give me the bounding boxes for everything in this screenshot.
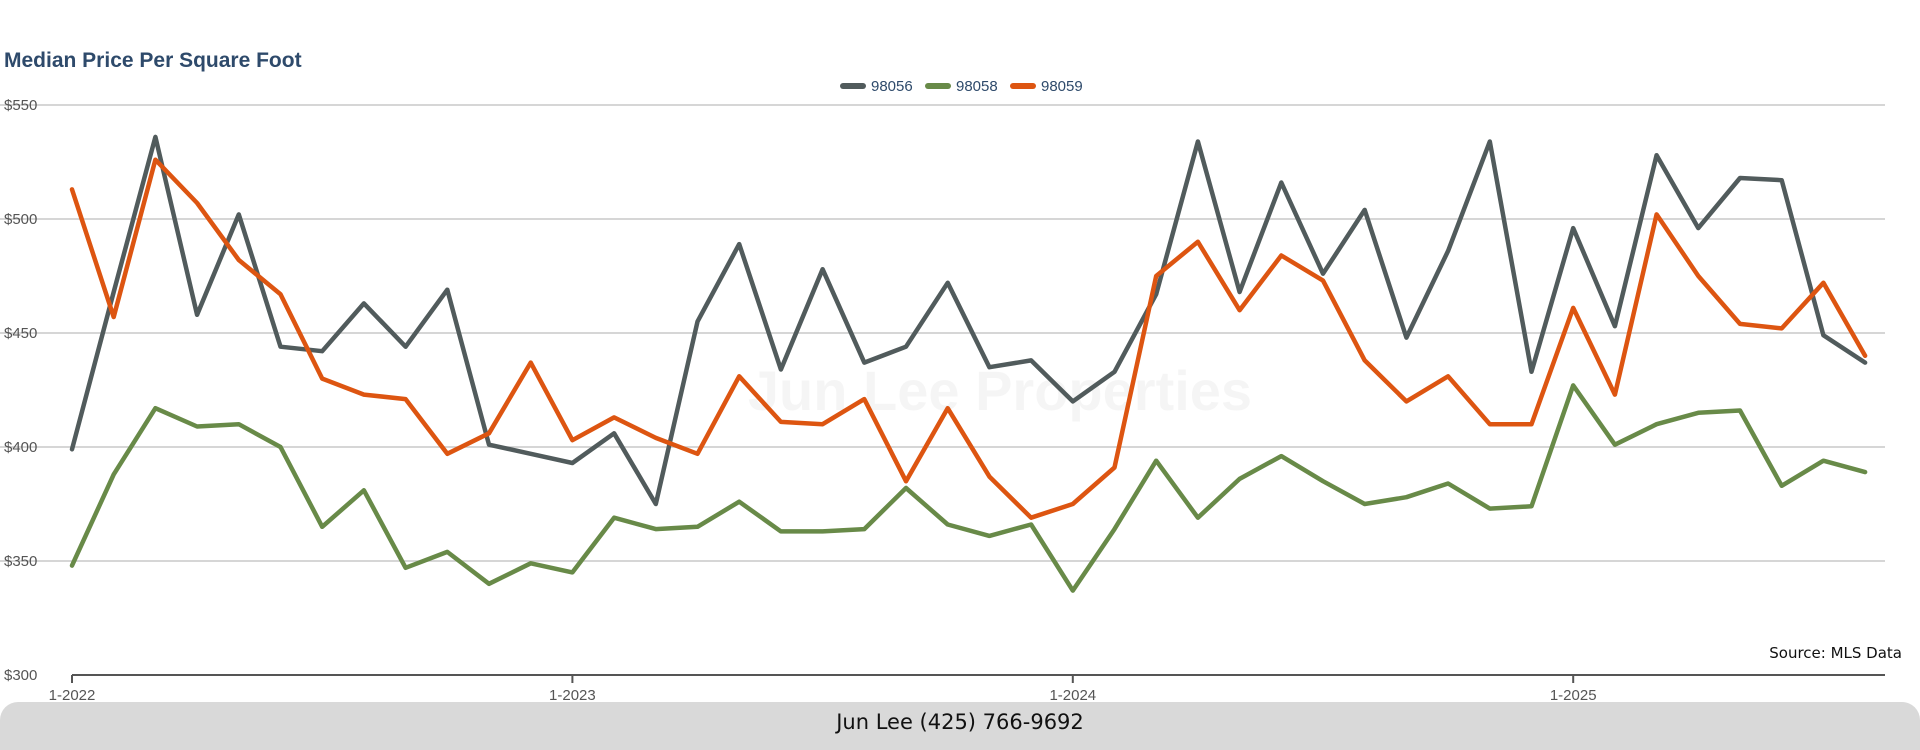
y-tick-label: $450: [4, 325, 37, 342]
y-tick-label: $300: [4, 667, 37, 684]
y-tick-label: $550: [4, 97, 37, 114]
y-tick-label: $500: [4, 211, 37, 228]
x-tick-label: 1-2022: [49, 687, 96, 704]
legend-label-98058: 98058: [956, 78, 998, 95]
series-line-98058: [69, 383, 1868, 593]
legend-label-98059: 98059: [1041, 78, 1083, 95]
x-tick-label: 1-2025: [1550, 687, 1597, 704]
source-note: Source: MLS Data: [1769, 644, 1902, 662]
footer-contact: Jun Lee (425) 766-9692: [836, 710, 1084, 734]
y-axis: $300 $350 $400 $450 $500 $550: [4, 97, 37, 684]
y-tick-label: $400: [4, 439, 37, 456]
legend: 98056 98058 98059: [840, 78, 1083, 95]
grid: [0, 104, 1885, 562]
watermark: Jun Lee Properties: [748, 359, 1252, 422]
y-tick-label: $350: [4, 553, 37, 570]
series-lines: [69, 134, 1868, 593]
x-axis: 1-2022 1-2023 1-2024 1-2025: [49, 674, 1885, 704]
legend-label-98056: 98056: [871, 78, 913, 95]
x-tick-label: 1-2024: [1049, 687, 1096, 704]
series-line-98056: [69, 134, 1868, 507]
series-line-98059: [69, 157, 1868, 520]
footer-bar: [0, 702, 1920, 750]
chart-title: Median Price Per Square Foot: [4, 49, 302, 72]
x-tick-label: 1-2023: [549, 687, 596, 704]
